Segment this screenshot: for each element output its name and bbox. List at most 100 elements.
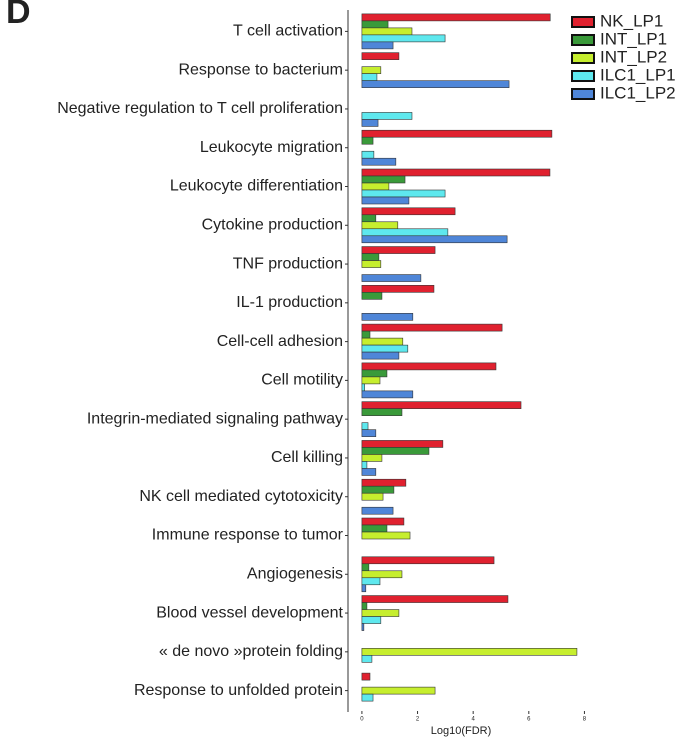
bar [361, 221, 399, 230]
bar [361, 485, 395, 494]
bar [361, 693, 374, 702]
bar [361, 440, 444, 448]
bar [361, 274, 422, 282]
bar [361, 422, 369, 430]
bar [361, 182, 390, 191]
bar [361, 570, 403, 579]
bar [361, 260, 382, 268]
y-tick-label: T cell activation [233, 23, 343, 40]
legend-swatch [571, 16, 595, 28]
bar [361, 454, 383, 462]
bar [361, 595, 509, 603]
bar [361, 80, 510, 88]
bar [361, 136, 374, 145]
bar [361, 253, 380, 261]
y-tick-label: Immune response to tumor [152, 527, 344, 544]
bar [361, 52, 400, 60]
legend-label: NK_LP1 [600, 11, 663, 30]
bar [361, 41, 394, 50]
legend-label: ILC1_LP1 [600, 65, 676, 84]
panel-label: D [6, 0, 31, 31]
x-tick-label: 8 [583, 717, 587, 723]
y-tick-label: Cell killing [271, 449, 343, 466]
y-tick-label: Response to bacterium [178, 61, 343, 78]
y-tick-label: TNF production [233, 255, 343, 272]
y-tick-label: Leukocyte migration [200, 139, 343, 156]
bar [361, 214, 377, 223]
bar [361, 609, 400, 617]
bar [361, 461, 368, 469]
bar [361, 13, 551, 22]
y-tick-label: IL-1 production [236, 294, 343, 311]
bar [361, 563, 370, 572]
bar [361, 129, 553, 138]
y-tick-label: Blood vessel development [156, 604, 343, 621]
y-tick-label: « de novo »protein folding [159, 643, 343, 660]
bar [361, 401, 522, 409]
bar [361, 330, 371, 339]
bar [361, 189, 446, 198]
bar [361, 478, 407, 487]
bar [361, 112, 413, 120]
bar [361, 313, 414, 321]
legend-swatch [571, 34, 595, 46]
bar [361, 648, 578, 656]
y-tick-label: NK cell mediated cytotoxicity [139, 488, 343, 505]
bar [361, 602, 368, 610]
bar [361, 517, 405, 526]
bar [361, 506, 394, 515]
bar [361, 246, 436, 254]
bar [361, 408, 403, 416]
bar [361, 492, 384, 501]
legend-swatch [571, 52, 595, 64]
legend-label: ILC1_LP2 [600, 83, 676, 102]
y-tick-label: Cytokine production [202, 216, 343, 233]
bar [361, 468, 377, 476]
bar [361, 655, 373, 663]
bar [361, 362, 497, 371]
legend-label: INT_LP2 [600, 47, 667, 66]
legend-swatch [571, 88, 595, 100]
bar [361, 376, 381, 385]
bar [361, 175, 406, 184]
bar [361, 577, 381, 586]
bar [361, 616, 382, 624]
bar [361, 337, 404, 346]
bar [361, 34, 446, 43]
y-tick-label: Cell motility [261, 372, 343, 389]
bar [361, 351, 400, 360]
bar [361, 73, 378, 81]
bar [361, 196, 410, 205]
y-tick-label: Cell-cell adhesion [217, 333, 343, 350]
bar [361, 344, 409, 353]
y-tick-label: Response to unfolded protein [134, 682, 343, 699]
bar [361, 292, 383, 300]
bar [361, 207, 456, 216]
bar [361, 119, 379, 127]
bar [361, 228, 449, 237]
bar [361, 524, 388, 533]
bar [361, 150, 375, 159]
x-axis-label: Log10(FDR) [431, 725, 492, 737]
bar [361, 390, 414, 399]
bar [361, 447, 430, 455]
bar [361, 66, 382, 74]
bar [361, 27, 413, 36]
legend-label: INT_LP1 [600, 29, 667, 48]
y-tick-label: Angiogenesis [247, 565, 343, 582]
bar [361, 383, 365, 392]
x-tick-label: 2 [416, 717, 420, 723]
bar [361, 531, 411, 540]
bar [361, 323, 503, 332]
bar [361, 235, 508, 244]
bar [361, 686, 436, 695]
x-tick-label: 6 [527, 717, 531, 723]
bar [361, 168, 551, 177]
bar [361, 556, 495, 565]
y-tick-label: Leukocyte differentiation [170, 178, 343, 195]
x-tick-label: 0 [360, 717, 364, 723]
bar [361, 285, 435, 293]
legend-swatch [571, 70, 595, 82]
bar [361, 623, 365, 631]
